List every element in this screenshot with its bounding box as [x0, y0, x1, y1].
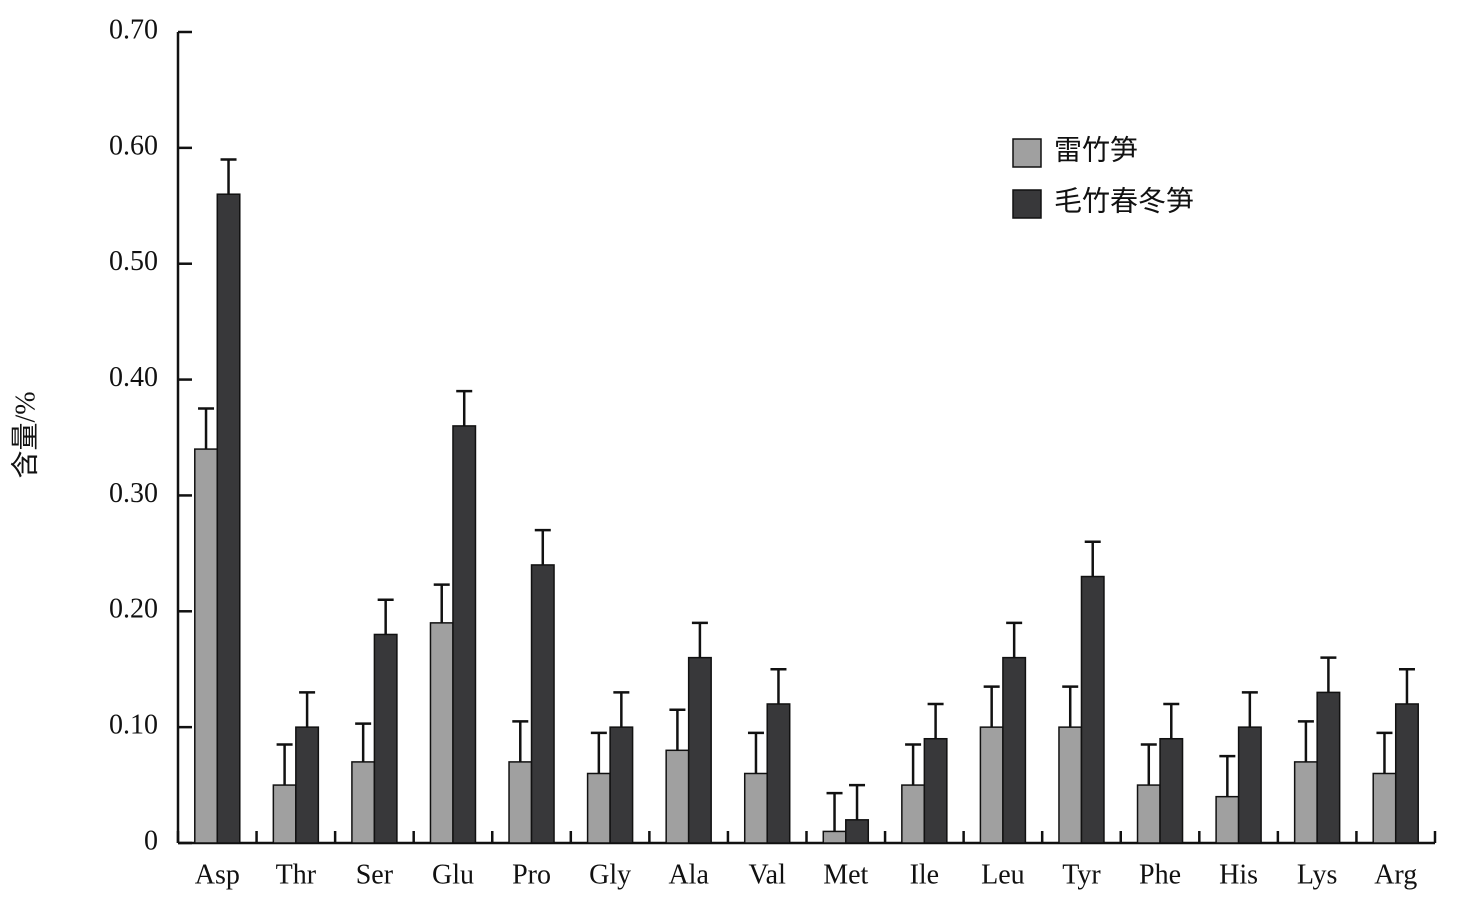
legend-swatch	[1012, 138, 1042, 168]
legend-label: 毛竹春冬笋	[1054, 185, 1194, 217]
x-tick-label: Gly	[589, 859, 631, 890]
bar	[665, 749, 690, 844]
y-axis-label: 含量/%	[9, 391, 41, 478]
bar	[822, 830, 847, 844]
bar	[1058, 726, 1083, 844]
bar	[1002, 656, 1027, 844]
x-tick-label: Ala	[668, 859, 709, 890]
bar	[586, 772, 611, 844]
bar	[766, 703, 791, 844]
y-tick-label: 0.30	[109, 478, 158, 509]
bar	[1372, 772, 1397, 844]
x-tick-label: Asp	[195, 859, 240, 890]
x-tick-label: Tyr	[1062, 859, 1101, 890]
bar	[373, 633, 398, 844]
y-tick-label: 0.10	[109, 710, 158, 741]
bar	[272, 784, 297, 844]
x-tick-label: His	[1219, 859, 1258, 890]
bar	[295, 726, 320, 844]
x-tick-label: Phe	[1139, 859, 1181, 890]
x-tick-label: Ile	[910, 859, 940, 890]
bar	[1394, 703, 1419, 844]
y-tick-label: 0.60	[109, 130, 158, 161]
bar	[609, 726, 634, 844]
bar	[687, 656, 712, 844]
y-tick-label: 0.50	[109, 246, 158, 277]
x-tick-label: Arg	[1374, 859, 1417, 890]
bar	[979, 726, 1004, 844]
bar	[1316, 691, 1341, 844]
bar	[901, 784, 926, 844]
x-tick-label: Ser	[356, 859, 394, 890]
y-tick-label: 0.70	[109, 14, 158, 45]
bar	[923, 737, 948, 844]
x-tick-label: Val	[749, 859, 787, 890]
bar	[1293, 761, 1318, 844]
y-tick-label: 0.20	[109, 594, 158, 625]
bar	[530, 564, 555, 844]
y-tick-label: 0	[144, 825, 158, 856]
bar	[216, 193, 241, 844]
bar	[1237, 726, 1262, 844]
bar	[743, 772, 768, 844]
x-tick-label: Met	[823, 859, 868, 890]
bar	[1215, 795, 1240, 844]
bar	[1136, 784, 1161, 844]
legend-swatch	[1012, 189, 1042, 219]
bar	[1159, 737, 1184, 844]
x-tick-label: Glu	[432, 859, 474, 890]
legend-label: 雷竹笋	[1054, 134, 1138, 166]
x-tick-label: Pro	[512, 859, 551, 890]
bar	[351, 761, 376, 844]
bar	[845, 819, 870, 844]
bar	[194, 448, 219, 844]
x-tick-label: Lys	[1297, 859, 1337, 890]
bar	[429, 622, 454, 844]
bar	[452, 425, 477, 844]
x-tick-label: Leu	[981, 859, 1025, 890]
x-tick-label: Thr	[276, 859, 317, 890]
bar	[1080, 575, 1105, 844]
bar	[508, 761, 533, 844]
y-tick-label: 0.40	[109, 362, 158, 393]
